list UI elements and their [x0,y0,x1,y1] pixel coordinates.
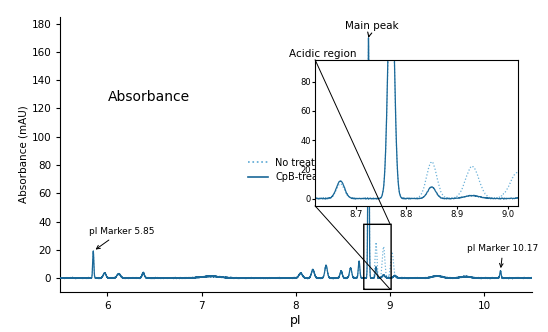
Text: pI Marker 5.85: pI Marker 5.85 [89,227,154,249]
X-axis label: pI: pI [290,314,301,327]
Text: Basic region: Basic region [395,84,459,94]
Legend: No treatment, CpB-treated: No treatment, CpB-treated [244,154,345,186]
Y-axis label: Absorbance (mAU): Absorbance (mAU) [19,106,28,203]
Text: pI Marker 10.17: pI Marker 10.17 [467,244,539,267]
Text: Acidic region: Acidic region [289,49,356,59]
Text: Main peak: Main peak [345,21,398,37]
Text: Absorbance: Absorbance [107,90,190,104]
